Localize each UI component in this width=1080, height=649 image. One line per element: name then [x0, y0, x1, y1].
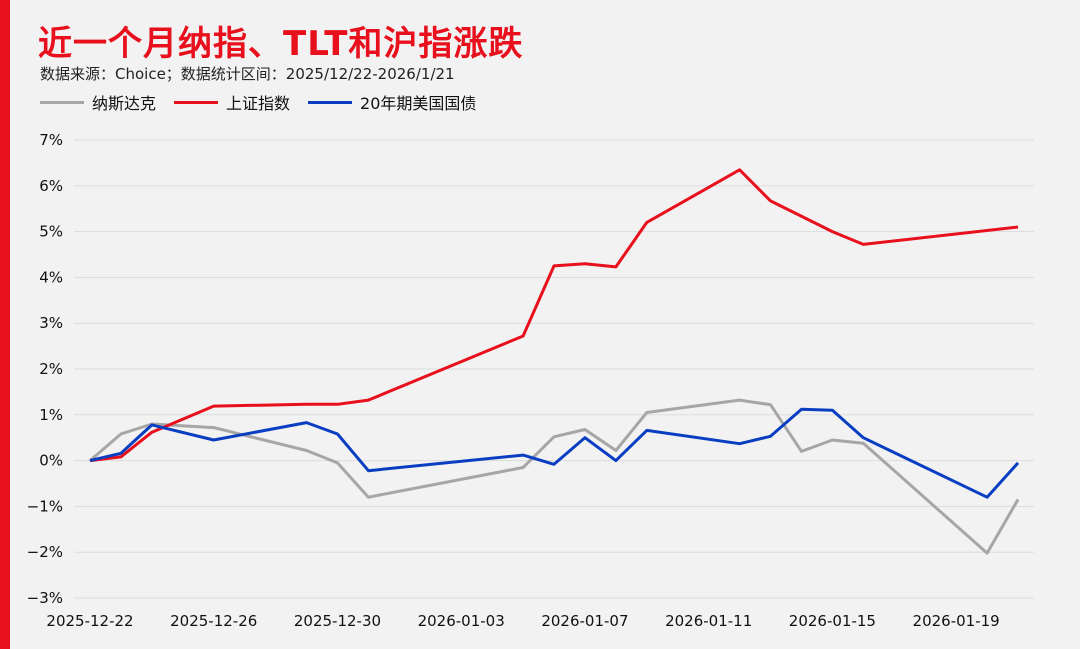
gridlines: [74, 139, 1034, 599]
x-tick-label: 2026-01-11: [665, 612, 752, 630]
x-tick-label: 2026-01-19: [913, 612, 1000, 630]
series-lines: [89, 168, 1020, 555]
y-tick-label: 4%: [39, 268, 63, 286]
legend-item-nasdaq: 纳斯达克: [40, 90, 156, 114]
legend-label-nasdaq: 纳斯达克: [92, 94, 157, 113]
x-axis-ticks: 2025-12-22 2025-12-26 2025-12-30 2026-01-03…: [46, 612, 999, 630]
y-tick-label: 5%: [39, 223, 63, 241]
legend-swatch-nasdaq: [40, 100, 84, 104]
y-tick-label: 6%: [39, 177, 63, 195]
legend-swatch-shanghai: [174, 100, 219, 104]
legend-label-shanghai: 上证指数: [226, 94, 291, 113]
x-tick-label: 2025-12-26: [170, 612, 257, 630]
legend-swatch-tlt: [308, 100, 353, 104]
y-tick-label: 3%: [39, 314, 63, 332]
y-tick-label: 0%: [39, 452, 63, 470]
y-axis-ticks: 7% 6% 5% 4% 3% 2% 1% 0% −1% −2% −3%: [27, 131, 63, 607]
y-tick-label: 1%: [39, 406, 63, 424]
series-line-nasdaq: [89, 398, 1020, 555]
y-tick-label: −1%: [27, 497, 63, 515]
data-source-note: 数据来源：Choice；数据统计区间：2025/12/22-2026/1/21: [40, 65, 455, 83]
y-tick-label: −3%: [27, 589, 63, 607]
legend-label-tlt: 20年期美国国债: [360, 94, 477, 113]
accent-bar: [0, 0, 10, 649]
x-tick-label: 2025-12-22: [46, 612, 133, 630]
legend-item-tlt: 20年期美国国债: [308, 90, 476, 114]
y-tick-label: −2%: [27, 543, 63, 561]
x-tick-label: 2026-01-07: [541, 612, 628, 630]
x-tick-label: 2025-12-30: [294, 612, 381, 630]
series-line-shanghai: [89, 168, 1019, 463]
legend-item-shanghai: 上证指数: [174, 90, 290, 114]
x-tick-label: 2026-01-15: [789, 612, 876, 630]
legend: 纳斯达克 上证指数 20年期美国国债: [40, 90, 494, 114]
chart-title: 近一个月纳指、TLT和沪指涨跌: [38, 24, 524, 64]
y-tick-label: 2%: [39, 360, 63, 378]
series-line-tlt: [89, 407, 1020, 499]
y-tick-label: 7%: [39, 131, 63, 149]
x-tick-label: 2026-01-03: [418, 612, 505, 630]
